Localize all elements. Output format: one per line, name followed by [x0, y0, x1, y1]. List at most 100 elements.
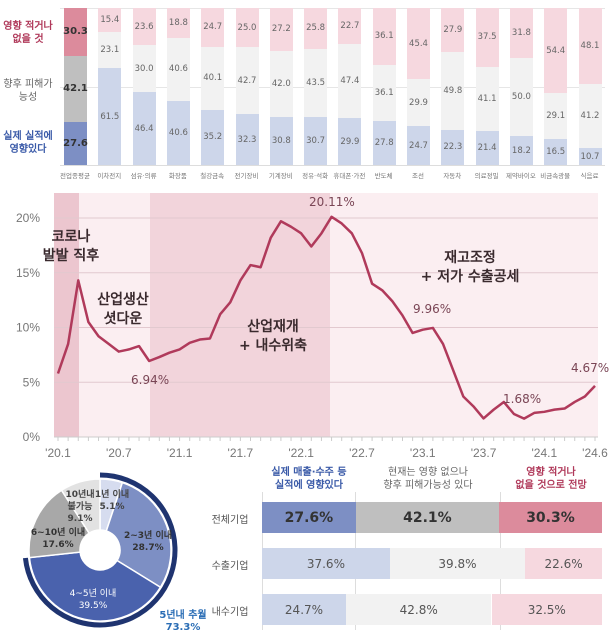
category-label: 섬유·의류	[130, 172, 157, 180]
bar-segment-none: 25.8	[304, 8, 328, 49]
annotation-inventory-line2: + 저가 수출공세	[420, 269, 520, 285]
line-chart: 0% 5% 10% 15% 20% '20.1 '20.7 '21.1 '21.7 '22.1 '2…	[16, 193, 608, 460]
bar-segment-future: 41.2	[578, 83, 602, 149]
legend-actual: 실제 실적에 영향있다	[0, 130, 56, 156]
header-none-line2: 없을 것으로 전망	[515, 480, 587, 491]
bar-segment-future: 23.1	[98, 32, 122, 69]
bar-segment-actual: 46.4	[132, 92, 156, 165]
header-actual-line2: 실적에 영향있다	[275, 480, 343, 491]
bar-segment-actual: 61.5	[98, 68, 122, 165]
bar-segment-future: 40.6	[166, 37, 190, 102]
legend-future: 향후 피해가능성	[0, 78, 56, 104]
bar-segment-actual: 22.3	[441, 129, 465, 165]
category-label: 화장품	[168, 172, 187, 180]
legend-none: 영향 적거나 없을 것	[0, 20, 56, 46]
bar-segment-future: 50.0	[509, 57, 533, 137]
series-line	[56, 215, 596, 420]
bar-none: 30.3%	[498, 502, 602, 533]
category-label: 전기장비	[234, 172, 259, 180]
bar-segment-future: 42.0	[269, 50, 293, 117]
bar-segment-none: 30.3	[63, 8, 88, 56]
bar-segment-actual: 29.9	[338, 118, 362, 165]
highlight-arc	[22, 472, 178, 628]
bar-segment-none: 22.7	[338, 8, 362, 44]
annotation-shutdown: 산업생산 셧다운	[88, 291, 158, 329]
period-shading	[54, 193, 79, 437]
donut-slice	[28, 489, 91, 559]
bar-segment-future: 47.4	[338, 43, 362, 119]
bar-segment-actual: 32.3	[235, 114, 259, 165]
period-shading	[330, 193, 598, 437]
bar-none: 32.5%	[491, 594, 602, 625]
x-tick-label: '22.7	[349, 446, 375, 460]
axis-line	[60, 165, 605, 166]
bar-segment-actual: 40.6	[166, 101, 190, 165]
label-20-11: 20.11%	[309, 195, 355, 209]
bar-segment-actual: 27.6	[63, 121, 88, 165]
slice-label-2-3y: 2~3년 이내 28.7%	[118, 530, 178, 554]
bar-segment-none: 37.5	[475, 8, 499, 67]
period-shading	[79, 193, 150, 437]
header-actual: 실제 매출·수주 등 실적에 영향있다	[262, 466, 356, 492]
y-tick-label: 15%	[16, 266, 40, 280]
slice-label-1y: 1년 이내 5.1%	[92, 489, 132, 513]
highlight-label: 5년내 추월 73.3%	[158, 610, 208, 634]
bar-segment-none: 18.8	[166, 8, 190, 38]
bar-actual: 24.7%	[262, 594, 346, 625]
bar-segment-future: 42.7	[235, 47, 259, 115]
bar-segment-none: 48.1	[578, 8, 602, 84]
slice-6-10y-name: 6~10년 이내	[30, 528, 86, 538]
annotation-reopen-line1: 산업재개	[247, 319, 299, 335]
highlight-name: 5년내 추월	[159, 610, 207, 621]
annotation-covid-line1: 코로나	[51, 229, 91, 245]
grid-line-mid	[60, 87, 605, 88]
header-future-line2: 향후 피해가능성 있다	[383, 480, 473, 491]
bar-segment-actual: 35.2	[201, 109, 225, 165]
annotation-covid: 코로나 발발 직후	[36, 228, 106, 266]
y-tick-label: 20%	[16, 211, 40, 225]
slice-10y-value: 9.1%	[67, 514, 93, 524]
bar-future: 39.8%	[389, 548, 526, 579]
bar-segment-none: 24.7	[201, 8, 225, 47]
bar-segment-actual: 30.8	[269, 116, 293, 165]
bar-segment-actual: 18.2	[509, 136, 533, 165]
bar-segment-none: 15.4	[98, 8, 122, 33]
x-tick-label: '21.1	[167, 446, 193, 460]
x-tick-label: '23.1	[410, 446, 436, 460]
slice-2-3y-value: 28.7%	[132, 543, 164, 553]
slice-4-5y-value: 39.5%	[78, 601, 108, 611]
slice-1y-value: 5.1%	[99, 502, 125, 512]
label-4-67: 4.67%	[571, 361, 610, 375]
bar-actual: 37.6%	[262, 548, 390, 579]
grid-line-top	[60, 8, 605, 9]
annotation-reopen: 산업재개 + 내수위축	[228, 318, 318, 356]
category-label: 자동차	[443, 172, 462, 180]
slice-10y-name: 10년내 불가능	[65, 490, 95, 512]
annotation-reopen-line2: + 내수위축	[238, 338, 308, 354]
slice-2-3y-name: 2~3년 이내	[123, 531, 173, 541]
x-tick-label: '20.1	[45, 446, 71, 460]
category-label: 반도체	[374, 172, 393, 180]
bar-future: 42.1%	[355, 502, 499, 533]
bar-segment-future: 30.0	[132, 45, 156, 93]
label-9-96: 9.96%	[413, 302, 452, 316]
bar-segment-future: 49.8	[441, 51, 465, 130]
category-label: 휴대폰·가전	[333, 172, 366, 180]
category-label: 기계장비	[268, 172, 293, 180]
bar-segment-future: 40.1	[201, 46, 225, 110]
bar-segment-actual: 10.7	[578, 148, 602, 165]
annotation-shutdown-line2: 셧다운	[103, 311, 143, 327]
highlight-value: 73.3%	[165, 622, 201, 633]
bar-segment-future: 36.1	[372, 64, 396, 122]
bar-segment-future: 41.1	[475, 66, 499, 132]
slice-label-6-10y: 6~10년 이내 17.6%	[27, 527, 89, 551]
y-tick-label: 5%	[23, 375, 41, 389]
x-tick-label: '20.7	[106, 446, 132, 460]
category-label: 비금속광물	[540, 172, 571, 180]
bar-segment-none: 31.8	[509, 8, 533, 58]
row-label: 내수기업	[211, 607, 249, 618]
bar-segment-future: 43.5	[304, 48, 328, 117]
donut-slice	[28, 551, 162, 622]
category-label: 전업종평균	[60, 172, 90, 180]
bar-segment-actual: 27.8	[372, 121, 396, 165]
